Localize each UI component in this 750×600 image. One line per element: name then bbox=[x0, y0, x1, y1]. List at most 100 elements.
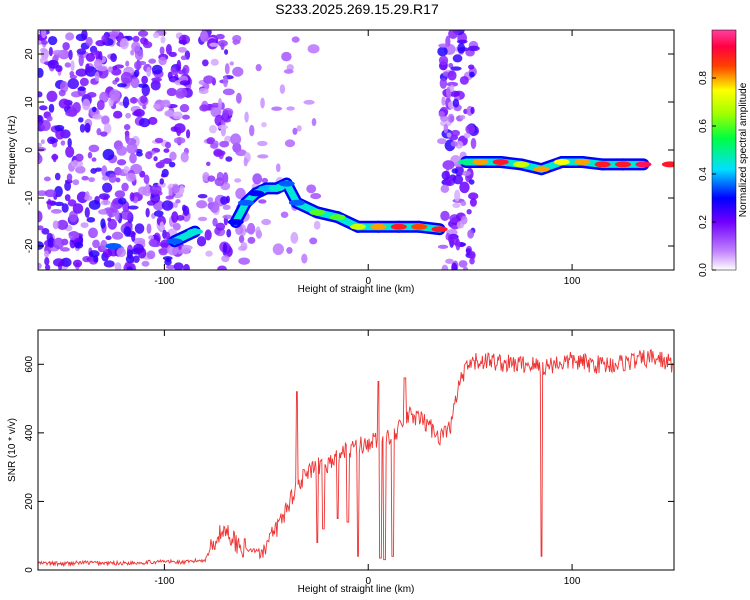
noise-blob bbox=[84, 122, 91, 133]
noise-blob bbox=[114, 262, 122, 270]
noise-blob bbox=[168, 161, 176, 168]
noise-blob bbox=[463, 132, 471, 139]
noise-blob bbox=[292, 127, 298, 135]
noise-blob bbox=[229, 61, 234, 66]
noise-blob bbox=[257, 140, 268, 147]
noise-blob bbox=[153, 156, 158, 162]
noise-blob bbox=[46, 90, 58, 102]
noise-blob bbox=[182, 114, 190, 120]
colorbar: 0.0 0.2 0.4 0.6 0.8 Normalized spectral ampl… bbox=[698, 29, 749, 277]
noise-blob bbox=[38, 153, 43, 165]
noise-blob bbox=[181, 204, 187, 212]
noise-blob bbox=[134, 223, 145, 234]
noise-blob bbox=[181, 244, 191, 255]
noise-blob bbox=[132, 255, 140, 263]
figure-title: S233.2025.269.15.29.R17 bbox=[275, 1, 439, 17]
noise-blob bbox=[160, 173, 167, 178]
noise-blob bbox=[261, 121, 267, 128]
noise-blob bbox=[165, 231, 171, 240]
noise-blob bbox=[207, 197, 214, 203]
noise-blob bbox=[66, 173, 73, 182]
y-tick-label: 400 bbox=[24, 424, 35, 441]
noise-blob bbox=[105, 235, 112, 241]
noise-blob bbox=[255, 229, 263, 239]
noise-blob bbox=[171, 211, 179, 223]
noise-blob bbox=[196, 236, 207, 247]
noise-blob bbox=[243, 157, 248, 167]
noise-blob bbox=[88, 144, 100, 153]
noise-blob bbox=[441, 170, 451, 181]
trace-point bbox=[186, 228, 203, 235]
noise-blob bbox=[41, 227, 50, 235]
noise-blob bbox=[130, 77, 140, 89]
noise-blob bbox=[64, 62, 71, 68]
spectrogram-noise bbox=[38, 30, 480, 270]
noise-blob bbox=[222, 204, 231, 210]
trace-point bbox=[227, 219, 244, 225]
noise-blob bbox=[258, 199, 267, 204]
y-tick-label: -10 bbox=[24, 190, 35, 205]
noise-blob bbox=[38, 210, 43, 223]
noise-blob bbox=[54, 124, 65, 132]
noise-blob bbox=[123, 226, 132, 237]
noise-blob bbox=[176, 126, 182, 137]
noise-blob bbox=[52, 220, 59, 230]
noise-blob bbox=[446, 132, 452, 138]
noise-blob bbox=[79, 77, 89, 87]
noise-blob bbox=[272, 243, 284, 256]
noise-blob bbox=[309, 237, 318, 245]
y-tick-label: 20 bbox=[24, 48, 35, 60]
noise-blob bbox=[173, 262, 184, 270]
noise-blob bbox=[199, 104, 209, 112]
noise-blob bbox=[460, 215, 468, 225]
noise-blob bbox=[249, 124, 255, 137]
noise-blob bbox=[146, 223, 152, 234]
noise-blob bbox=[224, 49, 229, 55]
noise-blob bbox=[160, 100, 171, 108]
noise-blob bbox=[153, 210, 164, 217]
noise-blob bbox=[213, 140, 219, 148]
colorbar-label: Normalized spectral amplitude bbox=[738, 82, 749, 217]
noise-blob bbox=[176, 215, 185, 221]
noise-blob bbox=[142, 104, 147, 110]
noise-blob bbox=[116, 145, 127, 156]
noise-blob bbox=[238, 235, 245, 244]
noise-blob bbox=[179, 185, 185, 195]
noise-blob bbox=[160, 36, 166, 44]
noise-blob bbox=[255, 63, 262, 72]
noise-blob bbox=[247, 236, 256, 244]
noise-blob bbox=[168, 186, 173, 199]
noise-blob bbox=[129, 97, 139, 104]
noise-blob bbox=[221, 255, 230, 263]
noise-blob bbox=[59, 247, 71, 252]
noise-blob bbox=[183, 263, 190, 270]
noise-blob bbox=[224, 63, 230, 75]
noise-blob bbox=[116, 159, 127, 166]
noise-blob bbox=[64, 181, 72, 192]
noise-blob bbox=[40, 47, 47, 53]
noise-blob bbox=[58, 98, 70, 109]
noise-blob bbox=[38, 142, 42, 148]
noise-blob bbox=[120, 71, 133, 84]
noise-blob bbox=[102, 148, 115, 161]
noise-blob bbox=[81, 175, 89, 181]
noise-blob bbox=[47, 35, 58, 46]
noise-blob bbox=[217, 265, 227, 270]
noise-blob bbox=[196, 200, 208, 209]
noise-blob bbox=[458, 260, 468, 268]
noise-blob bbox=[111, 231, 124, 240]
y-tick-label: 0 bbox=[24, 567, 35, 573]
noise-blob bbox=[172, 222, 181, 231]
noise-blob bbox=[153, 103, 161, 110]
noise-blob bbox=[159, 159, 166, 166]
noise-blob bbox=[179, 104, 190, 113]
noise-blob bbox=[109, 89, 121, 101]
noise-blob bbox=[115, 177, 121, 183]
noise-blob bbox=[53, 237, 65, 250]
noise-blob bbox=[159, 178, 165, 185]
x-tick-label: -100 bbox=[154, 576, 174, 587]
noise-blob bbox=[101, 115, 110, 125]
noise-blob bbox=[107, 31, 120, 38]
noise-blob bbox=[232, 35, 242, 43]
